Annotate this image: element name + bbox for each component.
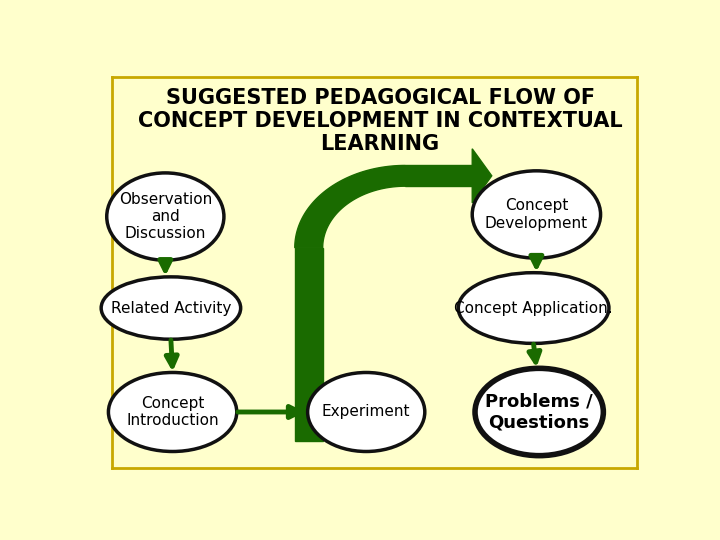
Ellipse shape [109,373,237,451]
Text: Experiment: Experiment [322,404,410,420]
Polygon shape [472,149,492,203]
Ellipse shape [475,368,603,456]
Polygon shape [294,165,405,248]
Text: Concept
Development: Concept Development [485,198,588,231]
Bar [405,165,472,186]
Text: Concept
Introduction: Concept Introduction [126,396,219,428]
Ellipse shape [107,173,224,260]
Ellipse shape [101,277,240,339]
Text: Problems /
Questions: Problems / Questions [485,393,593,431]
Text: Concept Application.: Concept Application. [454,301,613,315]
Ellipse shape [458,273,609,343]
Text: Observation
and
Discussion: Observation and Discussion [119,192,212,241]
Text: SUGGESTED PEDAGOGICAL FLOW OF
CONCEPT DEVELOPMENT IN CONTEXTUAL
LEARNING: SUGGESTED PEDAGOGICAL FLOW OF CONCEPT DE… [138,87,623,154]
Bar [295,248,323,441]
Ellipse shape [307,373,425,451]
Text: Related Activity: Related Activity [111,301,231,315]
Ellipse shape [472,171,600,258]
